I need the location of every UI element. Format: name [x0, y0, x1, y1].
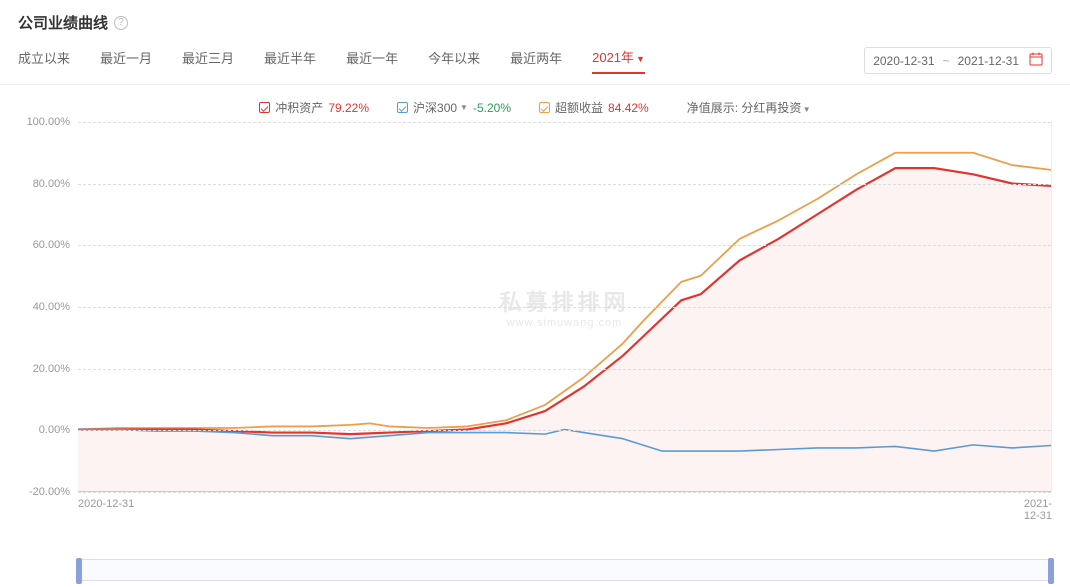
tab-2021年[interactable]: 2021年▼ [592, 47, 645, 74]
grid-line [78, 492, 1051, 493]
date-start: 2020-12-31 [873, 54, 934, 68]
grid-line [78, 307, 1051, 308]
performance-chart: -20.00%0.00%20.00%40.00%60.00%80.00%100.… [18, 122, 1052, 522]
grid-line [78, 122, 1051, 123]
date-range-picker[interactable]: 2020-12-31 ~ 2021-12-31 [864, 47, 1052, 74]
scrubber-handle-left[interactable] [76, 558, 82, 584]
x-tick-label: 2021-12-31 [1024, 498, 1052, 522]
y-tick-label: 80.00% [33, 178, 70, 190]
tab-今年以来[interactable]: 今年以来 [428, 48, 480, 73]
y-tick-label: 100.00% [27, 116, 70, 128]
tab-最近一月[interactable]: 最近一月 [100, 48, 152, 73]
tab-最近两年[interactable]: 最近两年 [510, 48, 562, 73]
chevron-down-icon: ▼ [636, 54, 645, 64]
legend: 冲积资产79.22%沪深300▼-5.20%超额收益84.42% 净值展示: 分… [0, 85, 1070, 122]
legend-item-冲积资产[interactable]: 冲积资产 79.22% [259, 99, 369, 116]
legend-name: 沪深300 [413, 99, 457, 116]
y-tick-label: -20.00% [29, 486, 70, 498]
chart-plot-area[interactable]: 私募排排网 www.simuwang.com [78, 122, 1052, 492]
y-tick-label: 20.00% [33, 363, 70, 375]
grid-line [78, 369, 1051, 370]
date-end: 2021-12-31 [958, 54, 1019, 68]
legend-checkbox-icon [539, 102, 550, 113]
y-axis-labels: -20.00%0.00%20.00%40.00%60.00%80.00%100.… [18, 122, 78, 522]
tab-成立以来[interactable]: 成立以来 [18, 48, 70, 73]
tab-最近半年[interactable]: 最近半年 [264, 48, 316, 73]
page-title: 公司业绩曲线 [18, 12, 108, 33]
x-tick-label: 2020-12-31 [78, 498, 134, 510]
date-sep: ~ [943, 54, 950, 68]
series-fill-asset [78, 168, 1051, 491]
nav-display-label: 净值展示: [687, 101, 738, 115]
help-icon[interactable]: ? [114, 16, 128, 30]
period-tabs: 成立以来 最近一月 最近三月 最近半年 最近一年 今年以来 最近两年 2021年▼ 2020-… [0, 41, 1070, 85]
legend-item-超额收益[interactable]: 超额收益 84.42% [539, 99, 649, 116]
y-tick-label: 40.00% [33, 301, 70, 313]
legend-name: 超额收益 [555, 99, 603, 116]
nav-display-select[interactable]: 净值展示: 分红再投资 ▼ [687, 99, 811, 116]
y-tick-label: 0.00% [39, 424, 70, 436]
y-tick-label: 60.00% [33, 239, 70, 251]
legend-checkbox-icon [397, 102, 408, 113]
legend-name: 冲积资产 [275, 99, 323, 116]
legend-checkbox-icon [259, 102, 270, 113]
chevron-down-icon: ▼ [460, 103, 468, 112]
legend-value: 84.42% [608, 101, 649, 115]
legend-value: 79.22% [328, 101, 369, 115]
nav-display-value: 分红再投资 [741, 101, 801, 115]
grid-line [78, 245, 1051, 246]
scrubber-handle-right[interactable] [1048, 558, 1054, 584]
chevron-down-icon: ▼ [803, 105, 811, 114]
grid-line [78, 184, 1051, 185]
calendar-icon[interactable] [1029, 52, 1043, 69]
x-axis-labels: 2020-12-312021-12-31 [78, 498, 1052, 514]
legend-item-沪深300[interactable]: 沪深300▼ -5.20% [397, 99, 511, 116]
tab-最近三月[interactable]: 最近三月 [182, 48, 234, 73]
tab-最近一年[interactable]: 最近一年 [346, 48, 398, 73]
legend-value: -5.20% [473, 101, 511, 115]
grid-line [78, 430, 1051, 431]
time-scrubber[interactable] [78, 559, 1052, 581]
